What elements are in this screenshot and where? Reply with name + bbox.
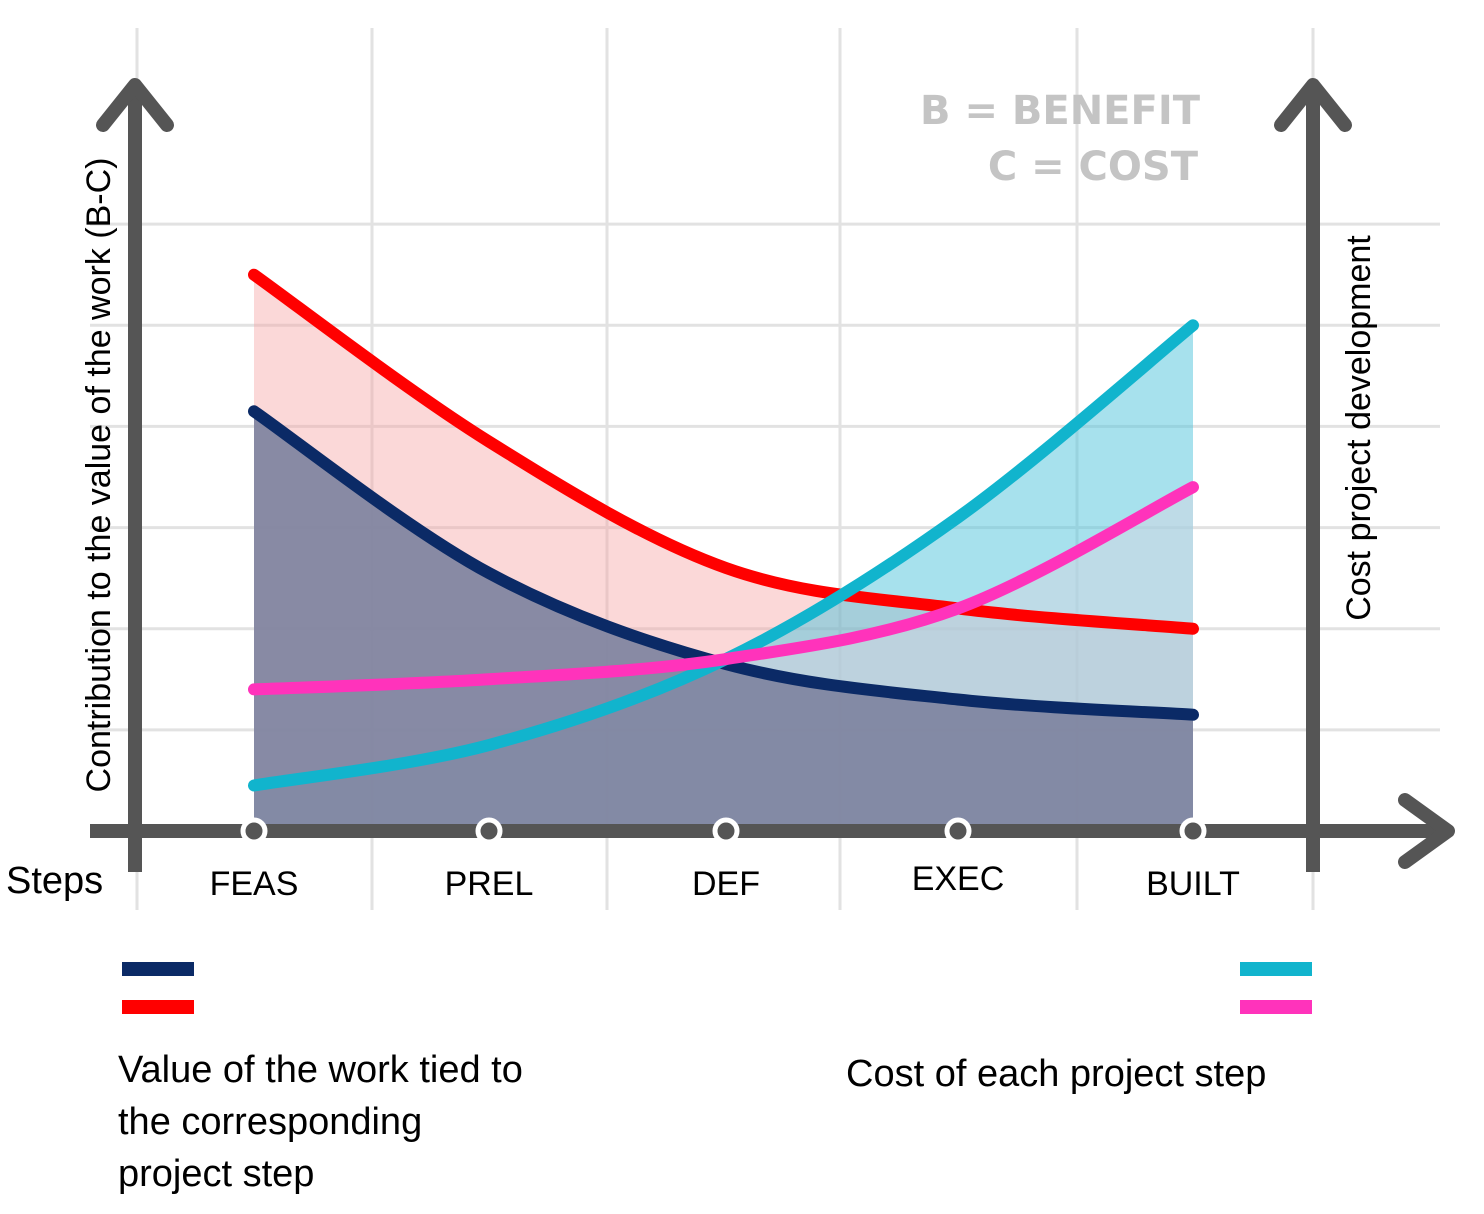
legend <box>122 962 1312 1014</box>
x-axis-arrow <box>1398 793 1455 869</box>
area-fills <box>254 274 1193 831</box>
annotation-cost: C = COST <box>988 144 1199 190</box>
legend-swatch-navy <box>122 962 194 976</box>
x-axis-label: Steps <box>6 860 103 902</box>
axis-labels: Contribution to the value of the work (B… <box>6 88 1378 902</box>
step-label-prel: PREL <box>445 865 534 903</box>
axes <box>90 78 1455 872</box>
legend-right-text: Cost of each project step <box>846 1053 1267 1095</box>
step-marker-def <box>712 817 740 845</box>
step-label-def: DEF <box>692 865 760 903</box>
step-markers: FEAS PREL DEF EXEC BUILT <box>210 817 1240 903</box>
step-label-feas: FEAS <box>210 865 299 903</box>
annotation-benefit: B = BENEFIT <box>920 88 1201 134</box>
series-line-value-red <box>248 268 1199 635</box>
legend-swatch-pink <box>1240 1000 1312 1014</box>
step-marker-feas <box>240 817 268 845</box>
y-axis-right-label: Cost project development <box>1340 235 1378 621</box>
series-lines <box>248 268 1199 792</box>
step-marker-built <box>1179 817 1207 845</box>
area-fill-value-navy <box>254 411 1193 831</box>
y-axis-right-arrow <box>1274 78 1352 132</box>
legend-swatch-cyan <box>1240 962 1312 976</box>
legend-left-line-2: the corresponding <box>118 1101 423 1143</box>
legend-left-line-1: Value of the work tied to <box>118 1049 523 1091</box>
legend-left-line-3: project step <box>118 1153 315 1195</box>
y-axis-left-label: Contribution to the value of the work (B… <box>80 158 118 793</box>
step-label-built: BUILT <box>1146 865 1240 903</box>
legend-left-text: Value of the work tied to the correspond… <box>118 1044 678 1200</box>
step-marker-prel <box>475 817 503 845</box>
series-line-cost-pink <box>248 481 1199 696</box>
step-label-exec: EXEC <box>912 860 1005 898</box>
step-marker-exec <box>944 817 972 845</box>
y-axis-left-arrow <box>96 78 174 132</box>
legend-swatch-red <box>122 1000 194 1014</box>
